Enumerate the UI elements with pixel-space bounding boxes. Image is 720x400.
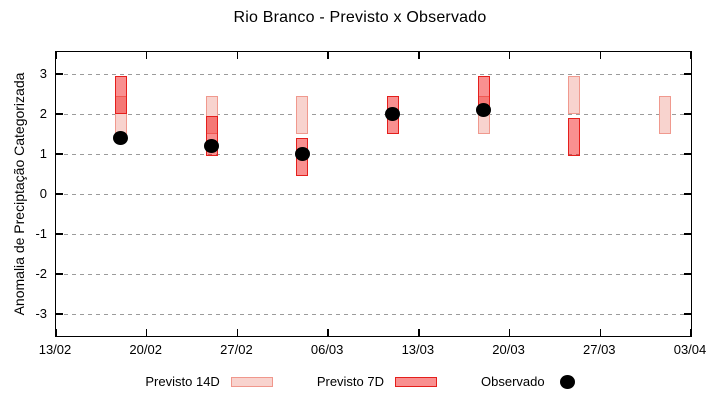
- x-tick-mark: [599, 329, 602, 336]
- y-tick-mark: [684, 153, 691, 155]
- chart-title: Rio Branco - Previsto x Observado: [233, 9, 487, 26]
- legend-label-observado: Observado: [481, 374, 545, 389]
- gridline: [56, 193, 691, 195]
- y-tick-label: 0: [39, 185, 47, 201]
- y-tick-label: -2: [35, 265, 47, 281]
- x-tick-label: 20/02: [129, 342, 162, 357]
- observado-point: [476, 103, 492, 117]
- x-tick-mark: [327, 52, 329, 59]
- x-tick-mark: [690, 52, 692, 59]
- previsto-14d-bar: [296, 96, 309, 134]
- y-tick-label: -3: [35, 305, 47, 321]
- y-tick-mark: [56, 233, 63, 235]
- legend-item-observado: Observado: [481, 374, 575, 389]
- previsto-14d-bar: [205, 96, 218, 134]
- x-tick-mark: [690, 329, 692, 336]
- x-tick-mark: [508, 329, 511, 336]
- x-tick-label: 27/02: [220, 342, 253, 357]
- observado-point: [204, 139, 219, 153]
- y-tick-mark: [56, 113, 63, 115]
- gridline: [56, 113, 691, 115]
- x-tick-label: 13/02: [38, 342, 72, 357]
- gridline: [56, 313, 691, 315]
- y-tick-label: -1: [35, 225, 47, 241]
- x-tick-mark: [55, 329, 57, 336]
- y-tick-label: 3: [39, 65, 47, 81]
- x-tick-label: 20/03: [492, 342, 525, 357]
- previsto-14d-swatch-icon: [230, 376, 273, 387]
- y-tick-mark: [684, 73, 691, 75]
- gridline: [56, 273, 691, 275]
- x-tick-mark: [236, 329, 239, 336]
- legend-label-previsto-14d: Previsto 14D: [145, 374, 220, 389]
- observado-point: [113, 131, 129, 145]
- gridline: [56, 233, 691, 235]
- x-tick-mark: [55, 52, 57, 59]
- x-tick-mark: [508, 52, 511, 59]
- observado-point: [294, 147, 310, 161]
- x-tick-label: 27/03: [583, 342, 616, 357]
- observado-point: [385, 107, 401, 121]
- gridline: [56, 153, 691, 155]
- x-tick-mark: [599, 52, 602, 59]
- legend-item-previsto-7d: Previsto 7D: [316, 374, 438, 389]
- y-tick-mark: [56, 313, 63, 315]
- y-tick-label: 2: [39, 105, 47, 121]
- observado-dot-icon: [559, 374, 575, 389]
- y-tick-mark: [684, 113, 691, 115]
- x-tick-label: 06/03: [310, 342, 344, 357]
- previsto-14d-bar: [659, 96, 672, 134]
- previsto-7d-swatch-icon: [395, 376, 438, 387]
- plot-area: [55, 51, 692, 337]
- x-tick-mark: [418, 329, 420, 336]
- x-tick-mark: [145, 329, 148, 336]
- legend: Previsto 14D Previsto 7D Observado: [0, 374, 720, 389]
- x-tick-label: 13/03: [401, 342, 435, 357]
- y-tick-mark: [56, 73, 63, 75]
- x-tick-mark: [327, 329, 329, 336]
- y-tick-mark: [684, 193, 691, 195]
- x-tick-label: 03/04: [673, 342, 707, 357]
- y-tick-mark: [684, 313, 691, 315]
- previsto-14d-bar: [568, 76, 581, 114]
- y-tick-mark: [684, 233, 691, 235]
- previsto-7d-bar: [568, 118, 581, 156]
- legend-label-previsto-7d: Previsto 7D: [316, 374, 385, 389]
- gridline: [56, 73, 691, 75]
- previsto-7d-bar: [114, 76, 127, 114]
- y-tick-label: 1: [39, 145, 47, 161]
- x-tick-mark: [418, 52, 420, 59]
- y-tick-mark: [684, 273, 691, 275]
- y-tick-mark: [56, 193, 63, 195]
- x-tick-mark: [236, 52, 239, 59]
- legend-item-previsto-14d: Previsto 14D: [145, 374, 273, 389]
- y-tick-mark: [56, 153, 63, 155]
- y-tick-mark: [56, 273, 63, 275]
- x-tick-mark: [145, 52, 148, 59]
